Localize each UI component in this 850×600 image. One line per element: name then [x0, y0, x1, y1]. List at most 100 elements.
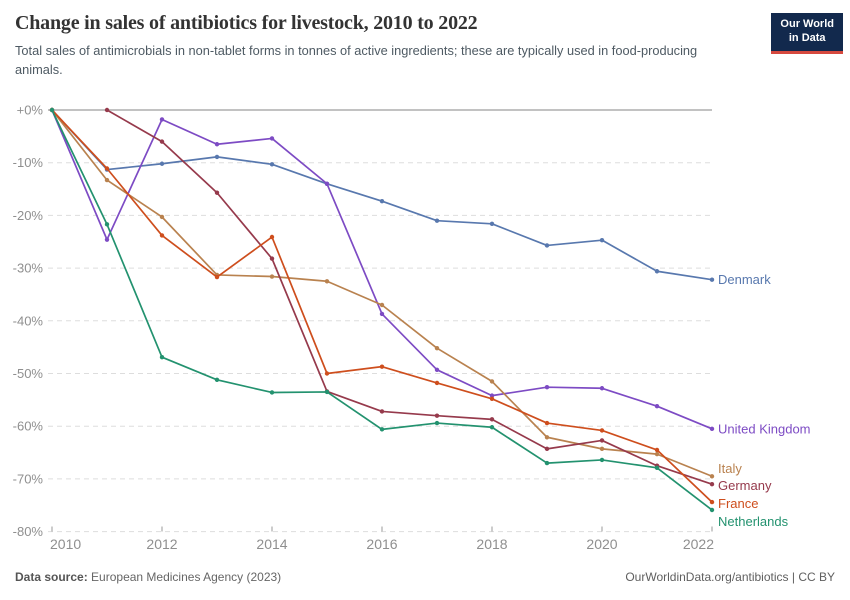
x-axis-label: 2016: [366, 536, 397, 552]
series-point-france: [324, 371, 330, 376]
series-point-denmark: [379, 198, 385, 204]
series-point-netherlands: [104, 222, 110, 227]
series-point-united-kingdom: [379, 311, 385, 317]
series-point-denmark: [599, 237, 605, 243]
series-label-germany: Germany: [718, 478, 772, 493]
y-axis-label: -80%: [13, 524, 44, 539]
series-point-france: [599, 428, 605, 433]
series-point-denmark: [434, 218, 440, 223]
x-axis-label: 2014: [256, 536, 287, 552]
owid-link[interactable]: OurWorldinData.org/antibiotics: [625, 570, 789, 584]
page-title: Change in sales of antibiotics for lives…: [15, 12, 478, 34]
series-point-denmark: [544, 243, 550, 248]
y-axis-label: -40%: [13, 313, 44, 328]
series-point-france: [489, 396, 495, 401]
series-point-germany: [159, 139, 165, 144]
series-line-united-kingdom: [51, 109, 713, 430]
series-point-netherlands: [544, 460, 550, 466]
series-point-denmark: [159, 161, 165, 166]
series-label-denmark: Denmark: [718, 272, 771, 287]
series-label-italy: Italy: [718, 461, 742, 476]
series-point-germany: [269, 256, 275, 261]
series-point-italy: [159, 214, 165, 220]
series-point-italy: [324, 279, 330, 284]
series-point-united-kingdom: [654, 403, 660, 409]
series-point-germany: [544, 446, 550, 452]
series-point-denmark: [214, 154, 220, 160]
series-point-italy: [489, 379, 495, 384]
series-point-netherlands: [654, 465, 660, 471]
series-point-italy: [654, 451, 660, 457]
series-point-denmark: [269, 162, 275, 167]
series-point-united-kingdom: [324, 181, 330, 186]
series-point-united-kingdom: [599, 386, 605, 391]
series-point-united-kingdom: [214, 142, 220, 147]
series-point-germany: [489, 417, 495, 422]
line-chart: +0% -10% -20% -30% -40% -50% -60% -70% -80% 2010 2…: [13, 103, 811, 553]
series-point-united-kingdom: [544, 385, 550, 390]
series-point-netherlands: [269, 390, 275, 395]
series-point-netherlands: [324, 389, 330, 395]
owid-logo: Our World in Data: [771, 13, 843, 54]
series-point-denmark: [489, 221, 495, 227]
y-axis-label: -70%: [13, 471, 44, 486]
owid-logo-line1: Our World: [780, 18, 834, 30]
series-point-italy: [599, 446, 605, 452]
series-point-france: [379, 364, 385, 369]
series-point-italy: [544, 435, 550, 440]
series-point-italy: [434, 346, 440, 351]
series-point-united-kingdom: [709, 426, 715, 432]
x-axis-label: 2020: [586, 536, 617, 552]
owid-logo-line2: in Data: [788, 31, 826, 44]
y-axis-label: +0%: [17, 103, 44, 118]
series-point-france: [104, 166, 110, 171]
y-axis-label: -30%: [13, 261, 44, 276]
series-point-denmark: [654, 269, 660, 274]
series-point-germany: [214, 190, 220, 195]
series-label-united-kingdom: United Kingdom: [718, 421, 811, 436]
series-point-france: [434, 380, 440, 386]
series-point-united-kingdom: [104, 237, 110, 242]
series-point-netherlands: [599, 457, 605, 463]
series-point-germany: [379, 409, 385, 414]
y-axis-label: -20%: [13, 208, 44, 223]
series-point-france: [709, 499, 715, 505]
series-line-germany: [106, 109, 713, 486]
series-point-germany: [599, 438, 605, 443]
series-point-netherlands: [489, 425, 495, 430]
series-point-netherlands: [434, 420, 440, 426]
series-point-united-kingdom: [159, 117, 165, 122]
series-point-netherlands: [379, 427, 385, 432]
series-label-netherlands: Netherlands: [718, 514, 789, 529]
series-point-france: [654, 447, 660, 453]
series-point-france: [269, 234, 275, 240]
series-point-netherlands: [214, 377, 220, 383]
license-label: CC BY: [798, 570, 835, 584]
series-point-united-kingdom: [434, 367, 440, 373]
series-point-france: [159, 233, 165, 238]
x-axis-label: 2018: [476, 536, 507, 552]
data-source: Data source: European Medicines Agency (…: [15, 570, 281, 584]
chart-footer: Data source: European Medicines Agency (…: [15, 570, 835, 584]
series-point-united-kingdom: [269, 136, 275, 141]
series-label-france: France: [718, 496, 758, 511]
series-point-germany: [104, 107, 110, 113]
series-point-italy: [269, 274, 275, 279]
series-point-italy: [104, 177, 110, 183]
y-axis-label: -10%: [13, 155, 44, 170]
data-source-label: Data source:: [15, 570, 88, 584]
series-point-germany: [434, 413, 440, 418]
series-point-netherlands: [159, 354, 165, 360]
series-point-united-kingdom: [489, 393, 495, 398]
license-note: OurWorldinData.org/antibiotics | CC BY: [625, 570, 835, 584]
series-point-netherlands: [709, 507, 715, 513]
y-axis-label: -60%: [13, 419, 44, 434]
series-point-germany: [709, 481, 715, 487]
x-axis-label: 2022: [683, 536, 714, 552]
license-separator: |: [788, 570, 799, 584]
x-axis-label: 2012: [146, 536, 177, 552]
series-point-denmark: [709, 277, 715, 282]
series-point-netherlands: [49, 107, 55, 113]
series-point-italy: [709, 474, 715, 479]
